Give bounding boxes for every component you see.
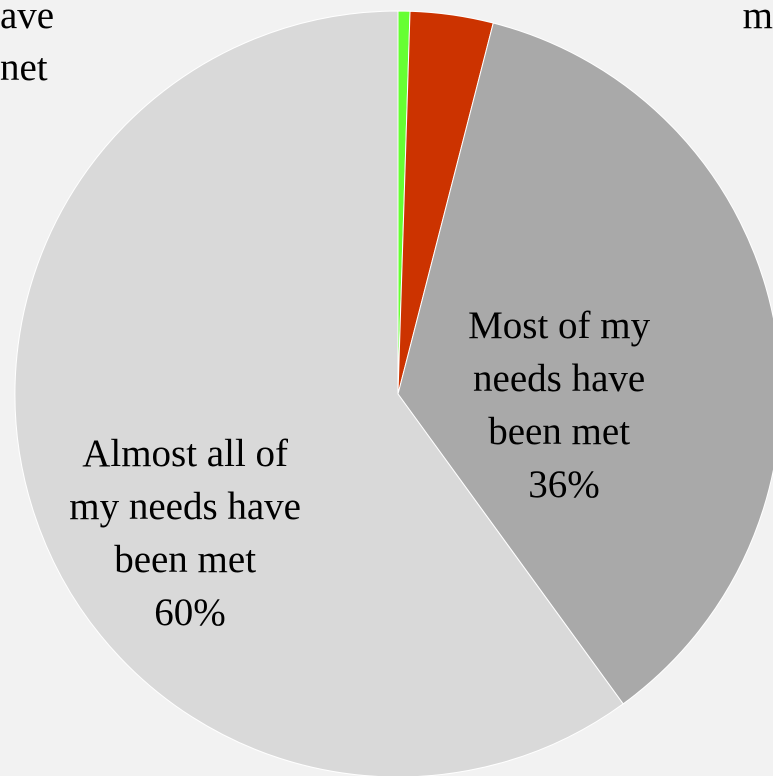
slice-label-line: Most of my <box>468 304 651 347</box>
slice-label-almost-all-needs-met: Almost all of my needs have been met 60% <box>69 432 311 634</box>
clipped-label-fragment: ave <box>0 0 54 37</box>
pie-slices <box>14 10 773 776</box>
pie-slice-2 <box>397 22 773 705</box>
slice-labels: Most of my needs have been met 36% Almos… <box>69 304 660 634</box>
slice-label-line: needs have <box>473 357 645 400</box>
slice-label-percent: 60% <box>154 591 226 634</box>
clipped-label-fragment: m <box>743 0 773 37</box>
slice-label-line: Almost all of <box>82 432 288 475</box>
slice-label-line: been met <box>488 410 630 453</box>
pie-slice-3 <box>14 10 624 776</box>
slice-label-most-needs-met: Most of my needs have been met 36% <box>468 304 660 506</box>
clipped-label-fragment: net <box>0 46 48 89</box>
slice-label-line: been met <box>114 538 256 581</box>
clipped-outside-labels: ave net m <box>0 0 773 89</box>
slice-label-percent: 36% <box>528 463 600 506</box>
slice-label-line: my needs have <box>69 485 301 528</box>
